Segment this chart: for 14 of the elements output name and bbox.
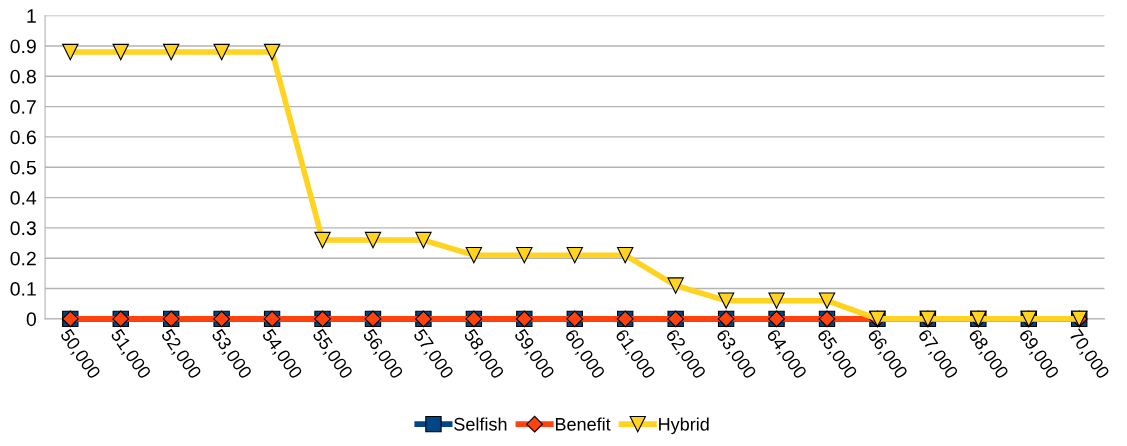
y-tick-label: 0 <box>26 312 36 327</box>
legend-label: Selfish <box>454 417 507 431</box>
y-tick-label: 0.8 <box>10 69 36 84</box>
y-tick-label: 0.9 <box>10 39 36 54</box>
y-tick-label: 0.4 <box>10 191 37 205</box>
legend-label: Benefit <box>555 417 611 431</box>
y-tick-label: 1 <box>27 9 36 23</box>
y-tick-label: 0.5 <box>10 160 36 175</box>
y-tick-label: 0.7 <box>10 100 36 114</box>
y-tick-label: 0.1 <box>10 282 36 296</box>
y-tick-label: 0.3 <box>10 221 36 236</box>
y-tick-label: 0.2 <box>10 251 36 266</box>
legend-label: Hybrid <box>659 417 709 435</box>
y-tick-label: 0.6 <box>10 130 36 145</box>
